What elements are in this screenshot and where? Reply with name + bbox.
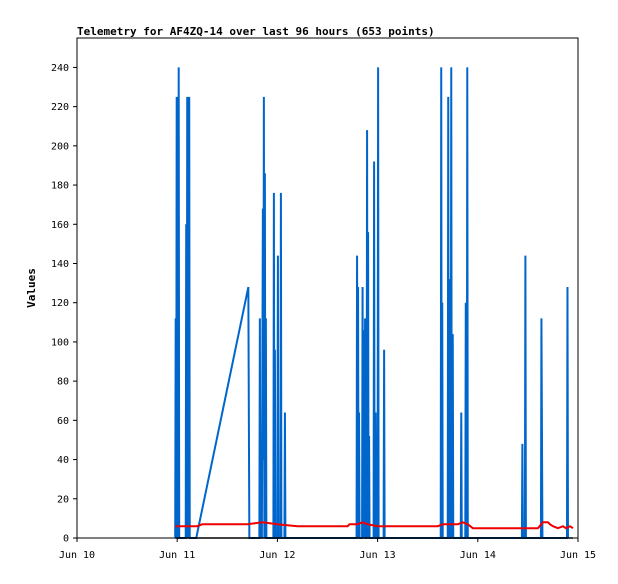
chart-title: Telemetry for AF4ZQ-14 over last 96 hour…	[77, 25, 435, 38]
y-axis-label: Values	[25, 268, 38, 308]
series-line-1	[175, 521, 574, 530]
y-tick-label: 140	[51, 259, 69, 270]
y-tick-label: 100	[51, 337, 69, 348]
y-tick-label: 20	[57, 494, 69, 505]
y-tick-label: 40	[57, 455, 69, 466]
y-tick-label: 60	[57, 416, 69, 427]
y-tick-label: 220	[51, 102, 69, 113]
y-tick-label: 200	[51, 141, 69, 152]
series-layer	[174, 67, 574, 539]
series-line-0	[174, 67, 569, 539]
y-tick-label: 0	[63, 534, 69, 545]
x-tick-label: Jun 12	[259, 550, 295, 561]
y-tick-label: 80	[57, 377, 69, 388]
x-tick-label: Jun 15	[560, 550, 596, 561]
y-tick-label: 240	[51, 63, 69, 74]
y-axis: 0 20 40 60 80 100 120 140 160 180 200 220 240	[51, 63, 77, 545]
y-tick-label: 180	[51, 181, 69, 192]
x-tick-label: Jun 10	[59, 550, 95, 561]
x-axis: Jun 10 Jun 11 Jun 12 Jun 13 Jun 14 Jun 15	[59, 538, 596, 561]
x-tick-label: Jun 13	[360, 550, 396, 561]
x-tick-label: Jun 11	[159, 550, 195, 561]
x-tick-label: Jun 14	[460, 550, 496, 561]
y-tick-label: 120	[51, 298, 69, 309]
plot-area	[76, 37, 579, 539]
y-tick-label: 160	[51, 220, 69, 231]
